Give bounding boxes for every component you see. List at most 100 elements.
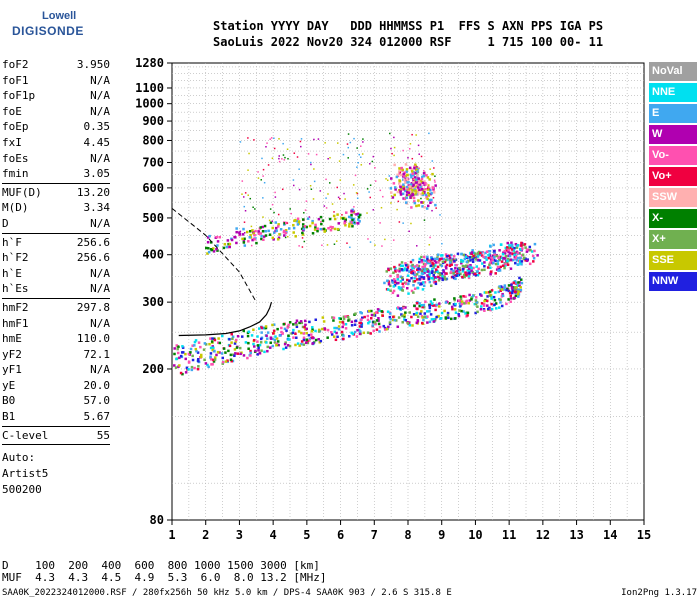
echo-point	[467, 275, 471, 278]
echo-point	[196, 367, 200, 371]
echo-point	[306, 339, 309, 343]
echo-point	[197, 341, 201, 344]
echo-point	[405, 193, 409, 197]
echo-point	[469, 264, 472, 267]
echo-point	[508, 258, 511, 262]
echo-point	[431, 276, 434, 280]
echo-point	[516, 256, 520, 260]
echo-point	[440, 311, 444, 315]
echo-point	[443, 260, 447, 264]
echo-point	[516, 292, 520, 296]
echo-point	[305, 225, 308, 229]
param-value: 5.67	[83, 410, 111, 424]
echo-point	[507, 289, 511, 293]
echo-point	[247, 137, 249, 139]
echo-point	[399, 288, 402, 291]
echo-point	[399, 193, 403, 196]
y-tick-label: 300	[142, 295, 164, 309]
echo-point	[503, 284, 507, 287]
echo-point	[508, 291, 512, 295]
echo-point	[507, 246, 510, 249]
echo-point	[519, 288, 523, 292]
echo-point	[488, 290, 492, 293]
echo-point	[393, 154, 395, 157]
echo-point	[454, 277, 457, 281]
echo-point	[189, 351, 192, 354]
echo-point	[436, 253, 440, 256]
echo-point	[431, 257, 434, 261]
echo-point	[326, 336, 329, 339]
echo-point	[426, 176, 430, 179]
echo-point	[366, 331, 370, 334]
echo-point	[461, 270, 465, 273]
echo-point	[464, 301, 468, 305]
echo-point	[174, 366, 178, 369]
echo-point	[224, 360, 228, 363]
echo-point	[489, 245, 492, 248]
echo-point	[216, 240, 220, 243]
echo-point	[473, 256, 476, 260]
echo-point	[399, 264, 403, 267]
legend-item-noval: NoVal	[649, 62, 697, 81]
echo-point	[494, 307, 498, 310]
echo-point	[323, 230, 326, 233]
echo-point	[434, 261, 438, 264]
echo-point	[332, 319, 335, 322]
echo-point	[449, 271, 453, 274]
echo-point	[418, 188, 421, 192]
echo-point	[353, 221, 356, 224]
echo-point	[211, 345, 214, 348]
echo-point	[410, 206, 413, 209]
echo-point	[415, 311, 419, 315]
echo-point	[418, 183, 421, 186]
echo-point	[431, 186, 435, 190]
echo-point	[490, 289, 494, 292]
echo-point	[306, 217, 310, 220]
echo-point	[415, 278, 419, 281]
echo-point	[499, 286, 502, 290]
echo-point	[417, 264, 421, 268]
echo-point	[378, 330, 381, 333]
echo-point	[207, 250, 211, 254]
echo-point	[218, 341, 222, 345]
echo-point	[409, 143, 412, 145]
echo-point	[391, 291, 395, 295]
echo-point	[472, 251, 476, 255]
echo-point	[426, 310, 429, 313]
echo-point	[320, 222, 323, 226]
echo-point	[221, 334, 224, 338]
echo-point	[276, 238, 280, 241]
echo-point	[311, 328, 314, 331]
echo-point	[215, 353, 218, 357]
echo-point	[371, 324, 375, 327]
x-tick-label: 12	[536, 528, 550, 542]
echo-point	[370, 309, 373, 313]
echo-point	[259, 341, 263, 344]
echo-point	[490, 256, 494, 260]
legend-item-ssw: SSW	[649, 188, 697, 207]
echo-point	[420, 255, 423, 259]
echo-point	[341, 214, 343, 216]
echo-point	[513, 296, 516, 300]
echo-point	[358, 153, 360, 156]
echo-point	[256, 335, 259, 338]
echo-point	[293, 152, 296, 154]
echo-point	[187, 368, 190, 371]
echo-point	[304, 209, 307, 211]
echo-point	[263, 350, 266, 354]
echo-point	[244, 192, 247, 194]
echo-point	[414, 185, 417, 188]
echo-point	[405, 190, 409, 194]
echo-point	[226, 239, 230, 242]
echo-point	[206, 363, 209, 367]
echo-point	[347, 133, 350, 135]
echo-point	[404, 201, 408, 204]
echo-point	[512, 281, 516, 284]
legend-item-nnw: NNW	[649, 272, 697, 291]
echo-point	[338, 320, 342, 324]
echo-point	[417, 204, 421, 207]
echo-point	[419, 312, 422, 315]
x-tick-label: 15	[637, 528, 651, 542]
echo-point	[495, 254, 499, 258]
echo-point	[381, 314, 384, 317]
